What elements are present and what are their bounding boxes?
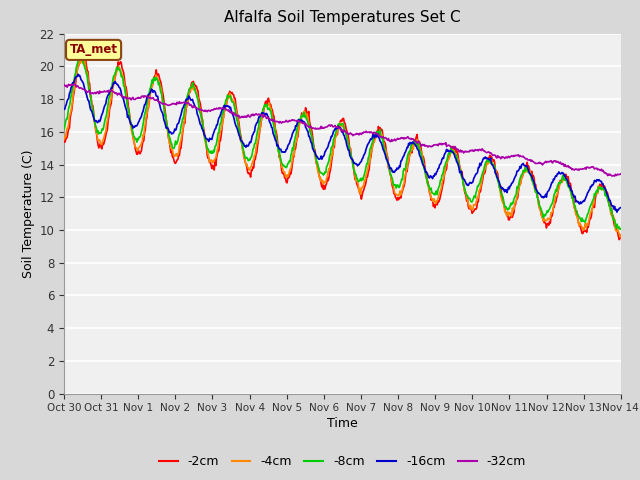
Title: Alfalfa Soil Temperatures Set C: Alfalfa Soil Temperatures Set C (224, 11, 461, 25)
Text: TA_met: TA_met (70, 43, 118, 56)
Legend: -2cm, -4cm, -8cm, -16cm, -32cm: -2cm, -4cm, -8cm, -16cm, -32cm (154, 450, 531, 473)
X-axis label: Time: Time (327, 418, 358, 431)
Y-axis label: Soil Temperature (C): Soil Temperature (C) (22, 149, 35, 278)
